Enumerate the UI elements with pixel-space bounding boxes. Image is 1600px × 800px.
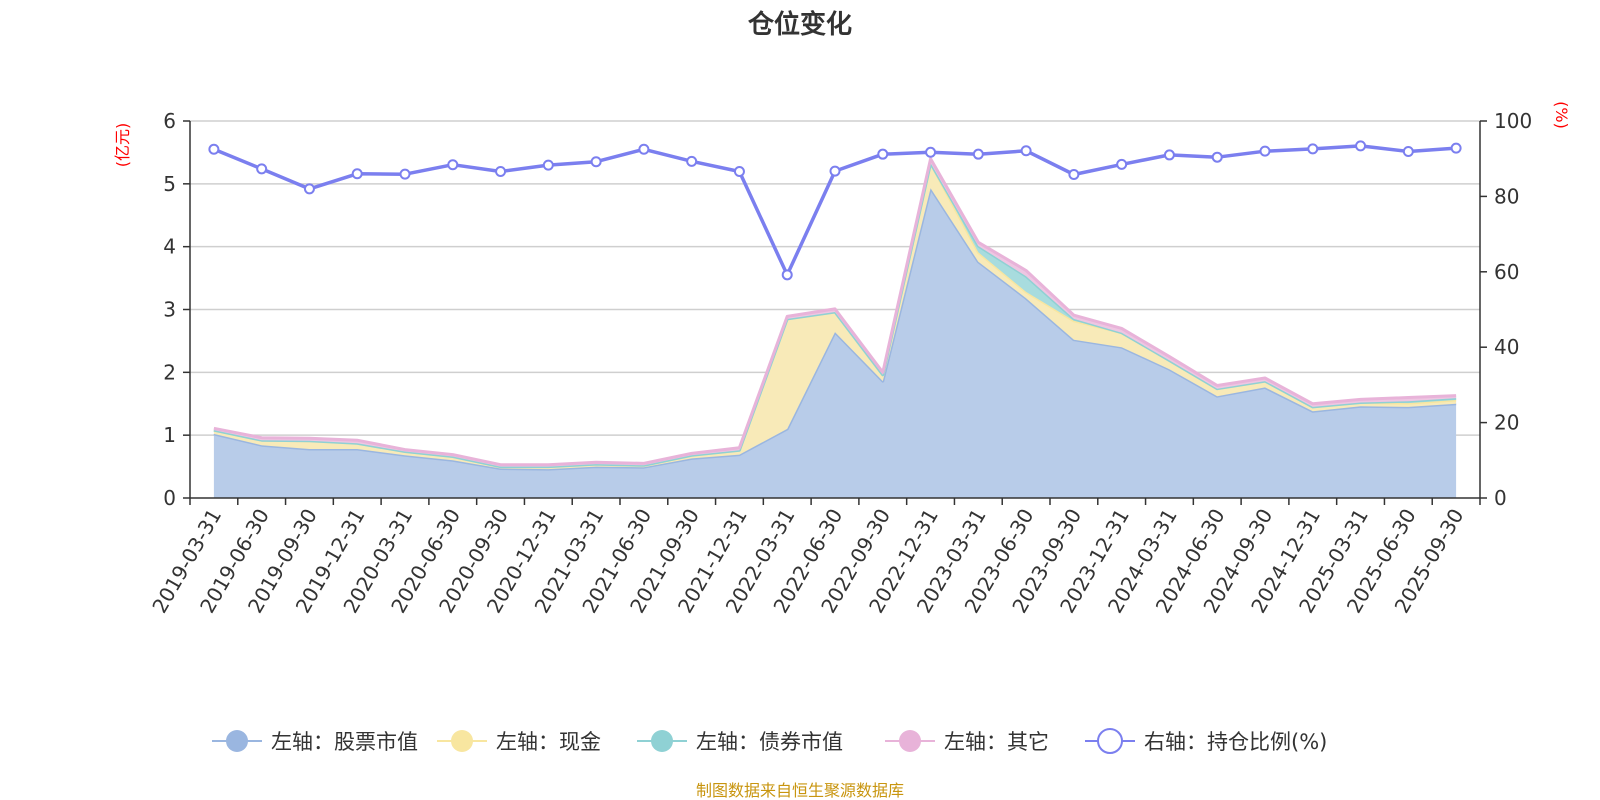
right-axis-tick-label: 40 — [1494, 335, 1519, 359]
left-axis-tick-label: 5 — [163, 172, 176, 196]
area-layer — [213, 157, 1457, 498]
right-axis-tick-label: 80 — [1494, 184, 1519, 208]
ratio-point — [303, 183, 315, 195]
left-axis-tick-label: 6 — [163, 109, 176, 133]
legend: 左轴：股票市值 左轴：现金 左轴：债券市值 左轴：其它 右轴：持仓比例(%) — [212, 728, 1327, 754]
ratio-point — [1307, 143, 1319, 155]
legend-item-5: 右轴：持仓比例(%) — [1085, 728, 1327, 754]
left-axis-unit: (亿元) — [113, 123, 132, 168]
ratio-point — [925, 146, 937, 158]
ratio-point — [1211, 151, 1223, 163]
ratio-point — [208, 143, 220, 155]
left-axis-tick-label: 1 — [163, 423, 176, 447]
ratio-point — [1259, 145, 1271, 157]
right-axis-tick-label: 100 — [1494, 109, 1532, 133]
left-axis-tick-label: 4 — [163, 235, 176, 259]
area-2 — [213, 163, 1457, 470]
ratio-point — [542, 159, 554, 171]
ratio-line-layer — [208, 140, 1462, 281]
ratio-point — [1020, 145, 1032, 157]
left-axis-tick-label: 3 — [163, 298, 176, 322]
legend-swatch-marker — [1097, 728, 1123, 754]
legend-item-4: 左轴：其它 — [885, 730, 1049, 754]
legend-item-2: 左轴：现金 — [437, 730, 601, 754]
ratio-point — [495, 166, 507, 178]
ratio-point — [972, 148, 984, 160]
legend-label: 左轴：现金 — [496, 730, 601, 754]
legend-label: 右轴：持仓比例(%) — [1144, 730, 1327, 754]
ratio-point — [351, 168, 363, 180]
ratio-point — [447, 159, 459, 171]
legend-label: 左轴：债券市值 — [696, 730, 843, 754]
legend-swatch-marker — [451, 730, 473, 752]
legend-swatch-marker — [899, 730, 921, 752]
ratio-point — [781, 269, 793, 281]
source-note: 制图数据来自恒生聚源数据库 — [696, 781, 904, 800]
ratio-point — [877, 148, 889, 160]
right-axis-tick-label: 20 — [1494, 411, 1519, 435]
ratio-point — [829, 165, 841, 177]
ratio-point — [1355, 140, 1367, 152]
left-axis-tick-label: 0 — [163, 486, 176, 510]
ratio-point — [638, 143, 650, 155]
ratio-point — [399, 168, 411, 180]
ratio-point — [686, 155, 698, 167]
legend-item-3: 左轴：债券市值 — [637, 730, 843, 754]
ratio-point — [1116, 158, 1128, 170]
area-4-edge — [213, 157, 1457, 467]
left-axis-tick-label: 2 — [163, 360, 176, 384]
right-axis-unit: (%) — [1552, 101, 1571, 129]
legend-item-1: 左轴：股票市值 — [212, 730, 418, 754]
right-axis-tick-label: 0 — [1494, 486, 1507, 510]
legend-label: 左轴：股票市值 — [271, 730, 418, 754]
ratio-point — [1402, 146, 1414, 158]
area-1 — [213, 188, 1457, 498]
ratio-point — [590, 156, 602, 168]
ratio-point — [1068, 169, 1080, 181]
ratio-point — [1163, 149, 1175, 161]
legend-label: 左轴：其它 — [944, 730, 1049, 754]
right-axis-tick-label: 60 — [1494, 260, 1519, 284]
ratio-point — [733, 166, 745, 178]
chart-title: 仓位变化 — [747, 9, 852, 40]
ratio-point — [1450, 142, 1462, 154]
ratio-point — [256, 163, 268, 175]
legend-swatch-marker — [226, 730, 248, 752]
ratio-line — [213, 144, 1457, 277]
legend-swatch-marker — [651, 730, 673, 752]
